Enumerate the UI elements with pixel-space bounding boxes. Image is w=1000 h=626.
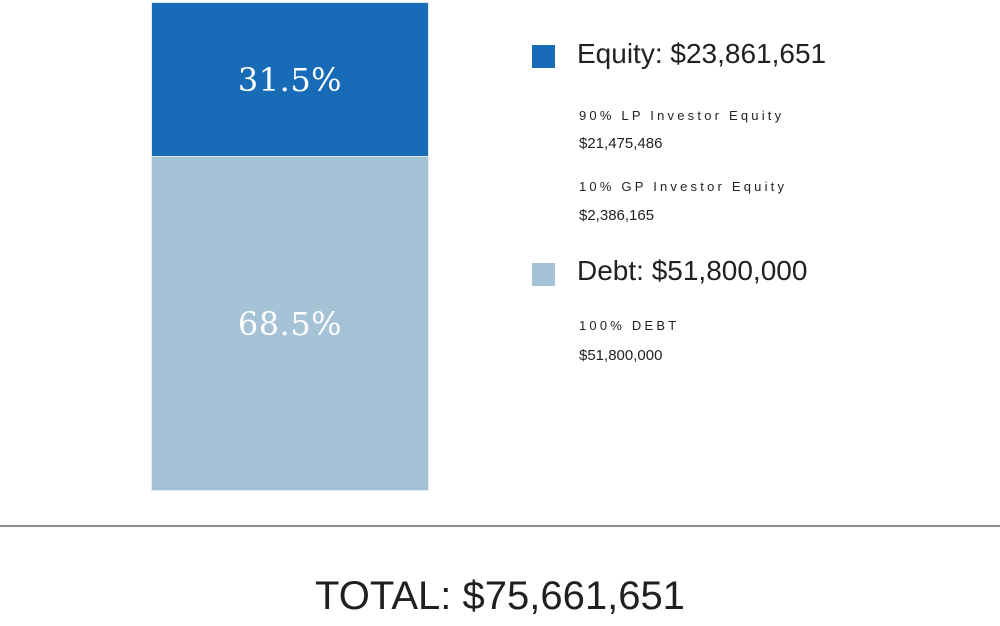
legend-sub-value-lp: $21,475,486 bbox=[579, 135, 663, 152]
legend-swatch-equity bbox=[532, 45, 555, 68]
legend-sub-value-debt: $51,800,000 bbox=[579, 347, 663, 364]
legend-swatch-debt bbox=[532, 263, 555, 286]
data-label-debt: 68.5% bbox=[237, 304, 343, 343]
legend-title-equity: Equity: $23,861,651 bbox=[577, 38, 827, 69]
legend-sub-label-lp: 90% LP Investor Equity bbox=[579, 108, 785, 123]
bar-segment-debt: 68.5% bbox=[151, 156, 429, 491]
divider-line bbox=[0, 525, 1000, 527]
total-label: TOTAL: $75,661,651 bbox=[315, 574, 685, 618]
legend-title-debt: Debt: $51,800,000 bbox=[577, 255, 808, 286]
legend-sub-label-debt: 100% DEBT bbox=[579, 318, 680, 333]
legend-sub-label-gp: 10% GP Investor Equity bbox=[579, 179, 788, 194]
legend-sub-value-gp: $2,386,165 bbox=[579, 207, 655, 224]
data-label-equity: 31.5% bbox=[237, 60, 343, 99]
stacked-bar: 31.5% 68.5% bbox=[151, 2, 429, 491]
bar-segment-equity: 31.5% bbox=[151, 2, 429, 156]
